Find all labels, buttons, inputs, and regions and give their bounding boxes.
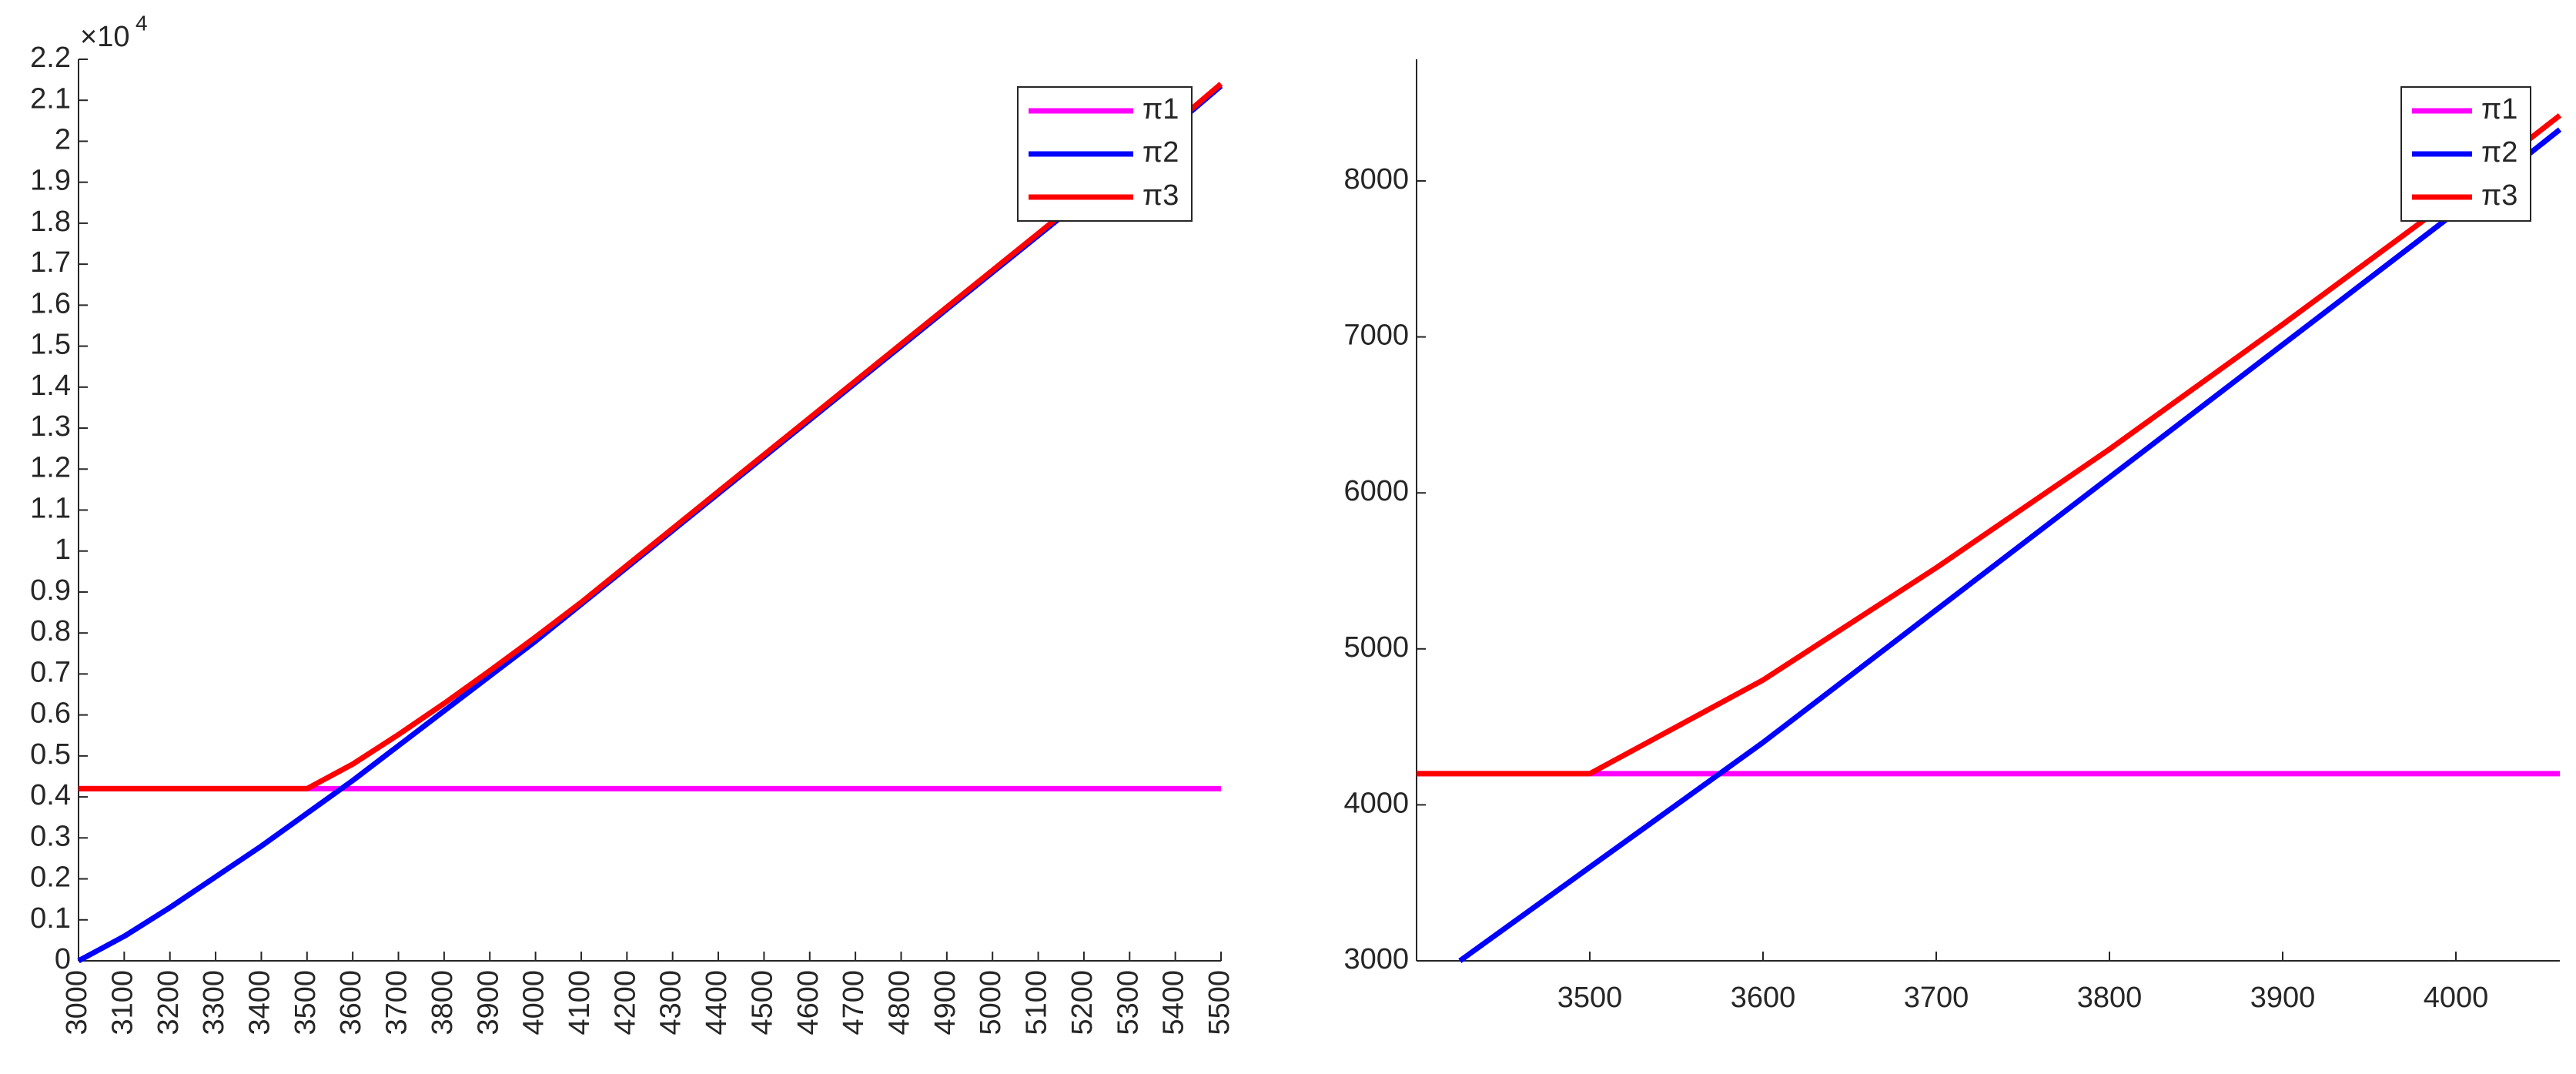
y-tick-label: 5000 [1343,631,1409,664]
y-tick-label: 6000 [1343,475,1409,507]
y-tick-label: 4000 [1343,787,1409,819]
series-line [1458,127,2562,963]
x-tick-label: 5500 [1203,970,1236,1036]
x-tick-label: 3100 [106,970,139,1036]
legend-label: π2 [2481,136,2517,169]
legend-label: π2 [1142,136,1179,169]
y-tick-label: 0.1 [30,902,71,935]
x-tick-label: 4200 [609,970,641,1036]
x-tick-label: 3700 [1904,982,1969,1014]
x-tick-label: 3000 [61,970,93,1036]
x-tick-label: 4500 [746,970,778,1036]
x-tick-label: 3200 [152,970,185,1036]
y-tick-label: 1.6 [30,287,71,320]
y-tick-label: 8000 [1343,163,1409,196]
y-tick-label: 1.3 [30,410,71,443]
x-tick-label: 3800 [2077,982,2143,1014]
x-tick-label: 4300 [655,970,687,1036]
x-tick-label: 3600 [1731,982,1796,1014]
y-tick-label: 7000 [1343,320,1409,352]
x-tick-label: 5400 [1158,970,1190,1036]
y-tick-label: 1.7 [30,246,71,279]
y-tick-label: 1.9 [30,165,71,197]
x-tick-label: 4900 [929,970,962,1036]
y-tick-label: 1.1 [30,493,71,525]
x-tick-label: 3700 [381,970,413,1036]
y-tick-label: 0.8 [30,615,71,647]
x-tick-label: 3400 [243,970,276,1036]
legend-label: π3 [1142,179,1179,212]
y-tick-label: 1.5 [30,329,71,361]
y-tick-label: 1.4 [30,370,71,402]
x-tick-label: 3800 [427,970,459,1036]
y-tick-label: 2.2 [30,42,71,74]
y-tick-label: 0.4 [30,779,71,811]
x-tick-label: 4800 [884,970,916,1036]
y-tick-label: 0.3 [30,820,71,852]
series-line [1417,113,2562,777]
x-tick-label: 3500 [289,970,322,1036]
y-tick-label: 0.6 [30,698,71,730]
legend-label: π3 [2481,179,2517,212]
x-tick-label: 4400 [701,970,733,1036]
y-tick-label: 3000 [1343,943,1409,975]
x-tick-label: 3900 [472,970,504,1036]
x-tick-label: 4100 [564,970,596,1036]
axis-multiplier-exponent: 4 [135,11,148,35]
y-tick-label: 0.7 [30,656,71,688]
x-tick-label: 4700 [838,970,870,1036]
x-tick-label: 4600 [792,970,825,1036]
axis-multiplier: ×10 [80,21,129,53]
x-tick-label: 3900 [2250,982,2316,1014]
x-tick-label: 4000 [518,970,550,1036]
x-tick-label: 3600 [335,970,367,1036]
y-tick-label: 0.9 [30,574,71,607]
y-tick-label: 0 [55,943,71,975]
series-line [79,82,1223,791]
y-tick-label: 0.5 [30,738,71,771]
y-tick-label: 2 [55,123,71,156]
x-tick-label: 3500 [1557,982,1623,1014]
y-tick-label: 1.8 [30,206,71,238]
y-tick-label: 1.2 [30,451,71,483]
x-tick-label: 3300 [198,970,230,1036]
x-tick-label: 5300 [1112,970,1144,1036]
x-tick-label: 5000 [975,970,1007,1036]
legend-label: π1 [1142,93,1179,125]
y-tick-label: 2.1 [30,82,71,115]
x-tick-label: 4000 [2424,982,2489,1014]
y-tick-label: 1 [55,534,71,566]
legend-label: π1 [2481,93,2517,125]
x-tick-label: 5100 [1021,970,1053,1036]
x-tick-label: 5200 [1066,970,1099,1036]
y-tick-label: 0.2 [30,862,71,894]
